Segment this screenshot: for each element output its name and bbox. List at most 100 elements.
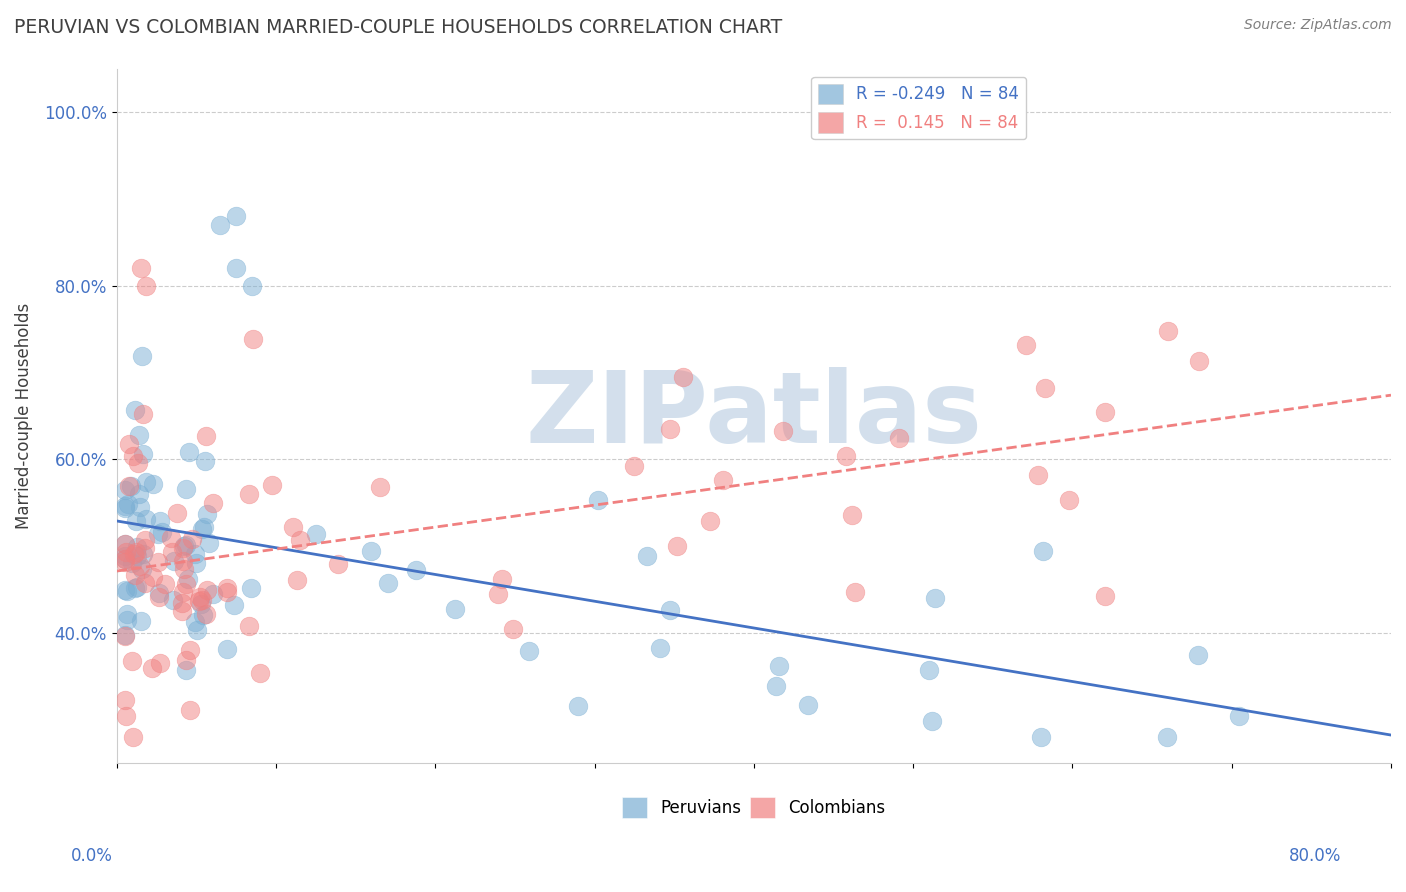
Point <box>141 661 163 675</box>
Point <box>170 596 193 610</box>
Point <box>1188 354 1211 368</box>
Point <box>405 563 427 577</box>
Point <box>179 703 201 717</box>
Point <box>114 552 136 566</box>
Point <box>114 583 136 598</box>
Point <box>262 477 284 491</box>
Point <box>184 547 207 561</box>
Point <box>142 570 165 584</box>
Point <box>1032 544 1054 558</box>
Point <box>129 261 152 276</box>
Point <box>918 663 941 677</box>
Y-axis label: Married-couple Households: Married-couple Households <box>15 302 32 529</box>
Point <box>1094 589 1116 603</box>
Point <box>517 644 540 658</box>
Point <box>127 457 149 471</box>
Point <box>486 587 509 601</box>
Point <box>181 532 204 546</box>
Point <box>114 555 136 569</box>
Point <box>122 730 145 744</box>
Point <box>127 549 149 563</box>
Point <box>225 209 247 223</box>
Point <box>377 575 399 590</box>
Point <box>201 587 224 601</box>
Point <box>190 597 212 611</box>
Point <box>177 444 200 458</box>
Point <box>120 479 142 493</box>
Point <box>115 583 138 598</box>
Point <box>131 562 153 576</box>
Point <box>1227 708 1250 723</box>
Point <box>765 680 787 694</box>
Point <box>844 585 866 599</box>
Point <box>172 554 194 568</box>
Point <box>217 584 239 599</box>
Point <box>768 659 790 673</box>
Point <box>191 593 214 607</box>
Point <box>1156 730 1178 744</box>
Point <box>114 536 136 550</box>
Point <box>1094 405 1116 419</box>
Point <box>150 524 173 539</box>
Point <box>659 422 682 436</box>
Point <box>1187 648 1209 662</box>
Point <box>128 559 150 574</box>
Text: Source: ZipAtlas.com: Source: ZipAtlas.com <box>1244 18 1392 32</box>
Point <box>1057 493 1080 508</box>
Point <box>118 479 141 493</box>
Point <box>135 475 157 490</box>
Point <box>134 278 156 293</box>
Point <box>132 447 155 461</box>
Point <box>172 541 194 555</box>
Point <box>134 533 156 548</box>
Point <box>114 629 136 643</box>
Point <box>134 541 156 555</box>
Point <box>623 458 645 473</box>
Point <box>191 522 214 536</box>
Point <box>163 554 186 568</box>
Point <box>155 576 177 591</box>
Point <box>1157 324 1180 338</box>
Point <box>125 580 148 594</box>
Point <box>121 654 143 668</box>
Point <box>148 556 170 570</box>
Point <box>134 575 156 590</box>
Point <box>288 533 311 548</box>
Text: 80.0%: 80.0% <box>1288 847 1341 865</box>
Point <box>174 482 197 496</box>
Point <box>360 544 382 558</box>
Point <box>305 527 328 541</box>
Point <box>195 507 218 521</box>
Point <box>887 431 910 445</box>
Point <box>328 558 350 572</box>
Point <box>117 497 139 511</box>
Point <box>117 613 139 627</box>
Point <box>201 496 224 510</box>
Point <box>160 544 183 558</box>
Point <box>240 581 263 595</box>
Point <box>285 573 308 587</box>
Point <box>249 665 271 680</box>
Text: PERUVIAN VS COLOMBIAN MARRIED-COUPLE HOUSEHOLDS CORRELATION CHART: PERUVIAN VS COLOMBIAN MARRIED-COUPLE HOU… <box>14 18 782 37</box>
Point <box>665 539 688 553</box>
Point <box>174 663 197 677</box>
Point <box>222 598 245 612</box>
Point <box>1026 468 1049 483</box>
Point <box>114 551 136 566</box>
Text: 0.0%: 0.0% <box>70 847 112 865</box>
Point <box>217 642 239 657</box>
Point <box>114 483 136 497</box>
Point <box>924 591 946 605</box>
Point <box>1029 730 1052 744</box>
Point <box>238 487 260 501</box>
Point <box>124 403 146 417</box>
Point <box>148 586 170 600</box>
Point <box>215 582 238 596</box>
Point <box>131 614 153 628</box>
Point <box>172 585 194 599</box>
Point <box>127 540 149 554</box>
Point <box>188 591 211 605</box>
Point <box>114 628 136 642</box>
Point <box>194 429 217 443</box>
Point <box>173 562 195 576</box>
